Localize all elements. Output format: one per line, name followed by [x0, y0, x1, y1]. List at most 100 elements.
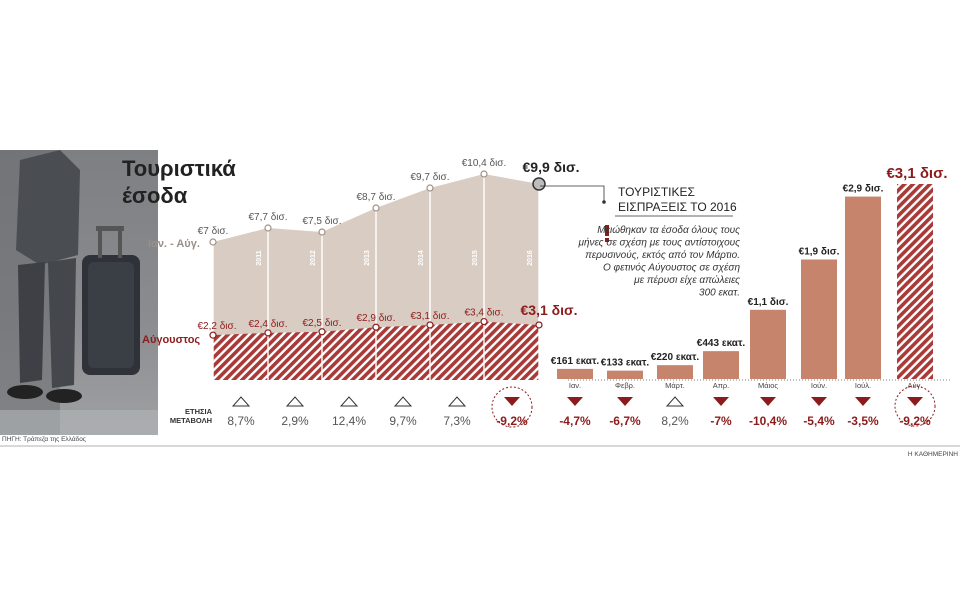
highlight-ring [491, 386, 533, 428]
up-arrow-icon [447, 396, 467, 407]
bar-category-label: Ιαν. [569, 381, 581, 390]
up-arrow-icon [665, 396, 685, 407]
year-label: 2011 [256, 250, 263, 265]
monthly-change-value: -6,7% [609, 414, 641, 428]
label-august: €2,4 δισ. [249, 319, 288, 330]
yearly-change-value: 7,3% [443, 414, 471, 428]
point-jan-aug [209, 238, 217, 246]
series-label-august: Αύγουστος [142, 334, 200, 346]
bar-value-label: €161 εκατ. [551, 356, 600, 367]
year-label: 2015 [472, 250, 479, 266]
label-august: €3,1 δισ. [411, 311, 450, 322]
label-august: €2,5 δισ. [303, 318, 342, 329]
bar-month [557, 368, 593, 379]
monthly-change-value: -4,7% [559, 414, 591, 428]
bar-value-label: €2,9 δισ. [843, 184, 884, 195]
point-jan-aug [264, 224, 272, 232]
change-label-line2: ΜΕΤΑΒΟΛΗ [170, 416, 212, 425]
bar-month [750, 309, 786, 379]
bar-month [801, 259, 837, 379]
annotation-text-line: μήνες σε σχέση με τους αντίστοιχους [578, 237, 741, 249]
series-label-jan-aug: Ιαν. - Αύγ. [148, 238, 200, 250]
yearly-change-value: 12,4% [332, 414, 366, 428]
label-jan-aug: €9,9 δισ. [523, 159, 580, 175]
bar-category-label: Μάιος [758, 381, 778, 390]
bar-category-label: Ιούν. [811, 381, 827, 390]
bar-category-label: Φεβρ. [615, 381, 635, 390]
label-jan-aug: €9,7 δισ. [411, 172, 450, 183]
bar-value-label: €220 εκατ. [651, 352, 700, 363]
point-august [535, 321, 543, 329]
annotation-text-line: Μειώθηκαν τα έσοδα όλους τους [597, 224, 740, 236]
chart-title: Τουριστικά [122, 156, 236, 181]
exclamation-icon [605, 225, 609, 236]
label-august: €3,4 δισ. [465, 308, 504, 319]
label-august: €2,9 δισ. [357, 313, 396, 324]
up-arrow-icon [231, 396, 251, 407]
point-jan-aug [480, 170, 488, 178]
down-arrow-icon [617, 397, 633, 406]
label-august: €3,1 δισ. [521, 302, 578, 318]
bar-month [845, 196, 881, 379]
annotation-title-line2: ΕΙΣΠΡΑΞΕΙΣ ΤΟ 2016 [618, 200, 737, 214]
monthly-change-value: 8,2% [661, 414, 689, 428]
up-arrow-icon [285, 396, 305, 407]
down-arrow-icon [855, 397, 871, 406]
label-jan-aug: €10,4 δισ. [462, 158, 507, 169]
bar-value-label: €1,9 δισ. [799, 246, 840, 257]
point-august [264, 329, 272, 337]
point-jan-aug-2016 [532, 177, 546, 191]
point-jan-aug [426, 184, 434, 192]
label-jan-aug: €8,7 δισ. [357, 192, 396, 203]
bar-category-label: Ιούλ. [855, 381, 871, 390]
down-arrow-icon [907, 397, 923, 406]
year-label: 2013 [364, 250, 371, 266]
highlight-ring [894, 385, 936, 427]
point-jan-aug [318, 228, 326, 236]
annotation-text-line: 300 εκατ. [699, 288, 740, 299]
label-jan-aug: €7 δισ. [198, 226, 229, 237]
year-label: 2014 [418, 250, 425, 266]
year-label: 2012 [310, 250, 317, 266]
annotation-title: ΤΟΥΡΙΣΤΙΚΕΣ [618, 185, 695, 199]
bar-month [607, 370, 643, 379]
point-jan-aug [372, 204, 380, 212]
traveller-photo [0, 150, 158, 435]
down-arrow-icon [811, 397, 827, 406]
monthly-change-value: -3,5% [847, 414, 879, 428]
down-arrow-icon [504, 397, 520, 406]
annotation-text-line: με πέρυσι είχε απώλειες [633, 274, 740, 286]
up-arrow-icon [339, 396, 359, 407]
yearly-change-value: 2,9% [281, 414, 309, 428]
point-august [209, 331, 217, 339]
point-august [480, 317, 488, 326]
bar-value-label: €3,1 δισ. [886, 165, 947, 182]
monthly-change-value: -5,4% [803, 414, 835, 428]
label-august: €2,2 δισ. [198, 321, 237, 332]
label-jan-aug: €7,5 δισ. [303, 216, 342, 227]
bar-value-label: €133 εκατ. [601, 358, 650, 369]
change-label: ΕΤΗΣΙΑ [185, 407, 213, 416]
chart-title-line2: έσοδα [122, 183, 188, 208]
year-label: 2016 [527, 250, 534, 266]
bar-value-label: €443 εκατ. [697, 338, 746, 349]
source-note: ΠΗΓΗ: Τράπεζα της Ελλάδος [2, 435, 86, 443]
annotation-text-line: Ο φετινός Αύγουστος σε σχέση [603, 262, 740, 274]
yearly-change-value: -9,2% [496, 414, 528, 428]
point-august [372, 323, 380, 331]
down-arrow-icon [567, 397, 583, 406]
annotation: ΤΟΥΡΙΣΤΙΚΕΣ ΕΙΣΠΡΑΞΕΙΣ ΤΟ 2016 Μειώθηκαν… [540, 185, 740, 299]
down-arrow-icon [760, 397, 776, 406]
bar-month [657, 365, 693, 379]
down-arrow-icon [713, 397, 729, 406]
bar-month [897, 184, 933, 379]
publisher-credit: Η ΚΑΘΗΜΕΡΙΝΗ [908, 451, 958, 458]
bar-month [703, 351, 739, 379]
bar-value-label: €1,1 δισ. [748, 297, 789, 308]
monthly-change-value: -10,4% [749, 414, 787, 428]
annotation-text-line: περυσινούς, εκτός από τον Μάρτιο. [585, 249, 740, 261]
yearly-change-value: 9,7% [389, 414, 417, 428]
point-august [318, 328, 326, 336]
label-jan-aug: €7,7 δισ. [249, 212, 288, 223]
